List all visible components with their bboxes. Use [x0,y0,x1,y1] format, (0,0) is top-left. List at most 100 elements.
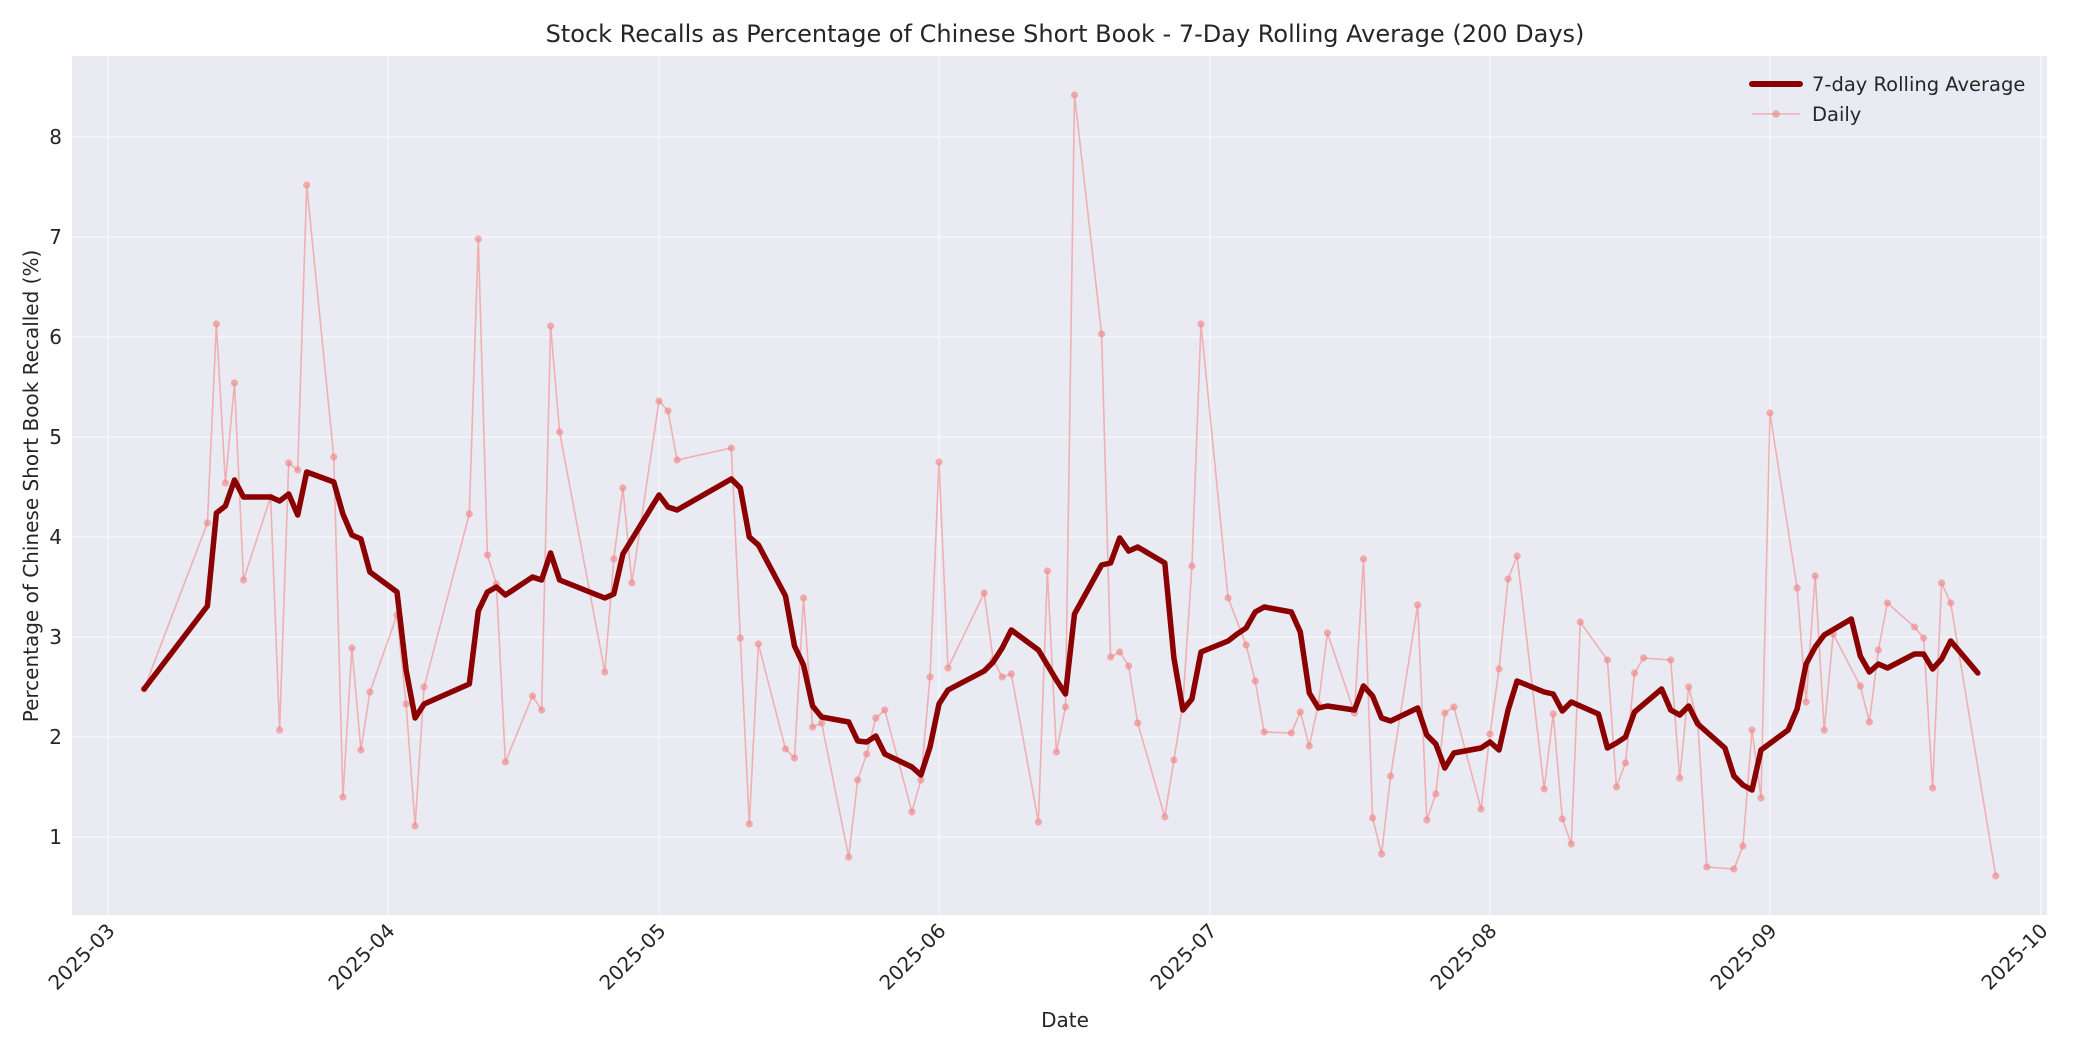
daily-marker [1703,863,1711,871]
daily-marker [1305,742,1313,750]
x-tick-label: 2025-08 [1425,919,1501,995]
daily-marker [1423,816,1431,824]
daily-marker [294,466,302,474]
daily-marker [736,634,744,642]
daily-marker [1043,567,1051,575]
daily-marker [1052,748,1060,756]
daily-marker [547,322,555,330]
plot-area [72,56,2047,915]
x-tick-label: 2025-09 [1705,919,1781,995]
daily-marker [1621,759,1630,767]
daily-marker [1865,718,1873,726]
daily-marker [1992,872,2000,880]
daily-marker [926,673,934,681]
daily-marker [1504,575,1512,583]
daily-marker [1874,646,1882,654]
daily-series [140,91,2000,880]
daily-marker [1910,623,1919,631]
daily-marker [1161,813,1169,821]
legend-daily-label: Daily [1812,103,1861,126]
daily-marker [528,692,537,700]
daily-marker [1766,409,1774,417]
daily-marker [1107,653,1115,661]
daily-marker [1061,703,1070,711]
daily-marker [1549,710,1557,718]
daily-marker [1034,818,1042,826]
daily-marker [619,484,627,492]
daily-marker [935,458,943,466]
daily-marker [601,668,609,676]
daily-marker [1007,670,1015,678]
daily-marker [230,379,239,387]
daily-marker [348,644,356,652]
daily-marker [203,519,211,527]
daily-marker [1920,634,1928,642]
daily-marker [1441,709,1449,717]
daily-marker [1242,641,1250,649]
daily-marker [998,673,1006,681]
daily-marker [330,453,338,461]
daily-marker [1676,774,1684,782]
y-tick-label: 5 [49,425,62,449]
daily-marker [781,745,790,753]
x-tick-label: 2025-10 [1976,919,2052,995]
daily-marker [980,589,988,597]
daily-marker [1667,656,1675,664]
y-tick-label: 2 [49,725,62,749]
daily-marker [1378,850,1386,858]
daily-marker [402,700,410,708]
daily-marker [1070,91,1079,99]
daily-marker [411,822,419,830]
daily-marker [501,758,509,766]
daily-marker [1125,662,1133,670]
daily-marker [556,428,564,436]
daily-marker [285,459,293,467]
daily-marker [673,456,681,464]
daily-marker [790,754,799,762]
daily-marker [1757,794,1765,802]
daily-marker [745,820,753,828]
daily-marker [1098,330,1106,338]
daily-marker [1612,783,1621,791]
daily-marker [908,808,916,816]
x-tick-label: 2025-07 [1145,919,1221,995]
x-tick-label: 2025-06 [874,919,950,995]
daily-marker [1567,840,1575,848]
daily-marker [845,853,853,861]
daily-marker [610,555,618,563]
daily-marker [1793,584,1801,592]
x-axis-label: Date [1041,1008,1089,1032]
daily-marker [1414,601,1422,609]
daily-marker [727,444,735,452]
daily-marker [818,719,826,727]
daily-marker [1116,648,1124,656]
y-tick-label: 1 [49,825,62,849]
daily-marker [1576,618,1584,626]
y-tick-label: 4 [49,525,62,549]
y-axis-ticks: 1 2 3 4 5 6 7 8 [49,125,62,849]
daily-marker [1287,729,1295,737]
daily-marker [357,746,365,754]
daily-marker [1495,665,1503,673]
daily-marker [1748,726,1756,734]
daily-marker [1802,698,1810,706]
daily-marker [854,776,862,784]
daily-marker [1170,756,1178,764]
daily-marker [1739,842,1747,850]
daily-marker [1947,599,1955,607]
daily-marker [628,579,636,587]
daily-marker [799,594,808,602]
rolling-average-line [141,469,1981,793]
daily-marker [917,776,925,784]
daily-marker [1820,726,1828,734]
daily-marker [1260,728,1268,736]
daily-marker [1486,730,1494,738]
daily-marker [339,793,347,801]
daily-marker [1359,555,1368,563]
daily-marker [1938,579,1946,587]
daily-marker [1883,599,1891,607]
daily-marker [1730,865,1738,873]
daily-marker [1188,562,1196,570]
daily-marker [1134,719,1142,727]
daily-marker [664,407,672,415]
